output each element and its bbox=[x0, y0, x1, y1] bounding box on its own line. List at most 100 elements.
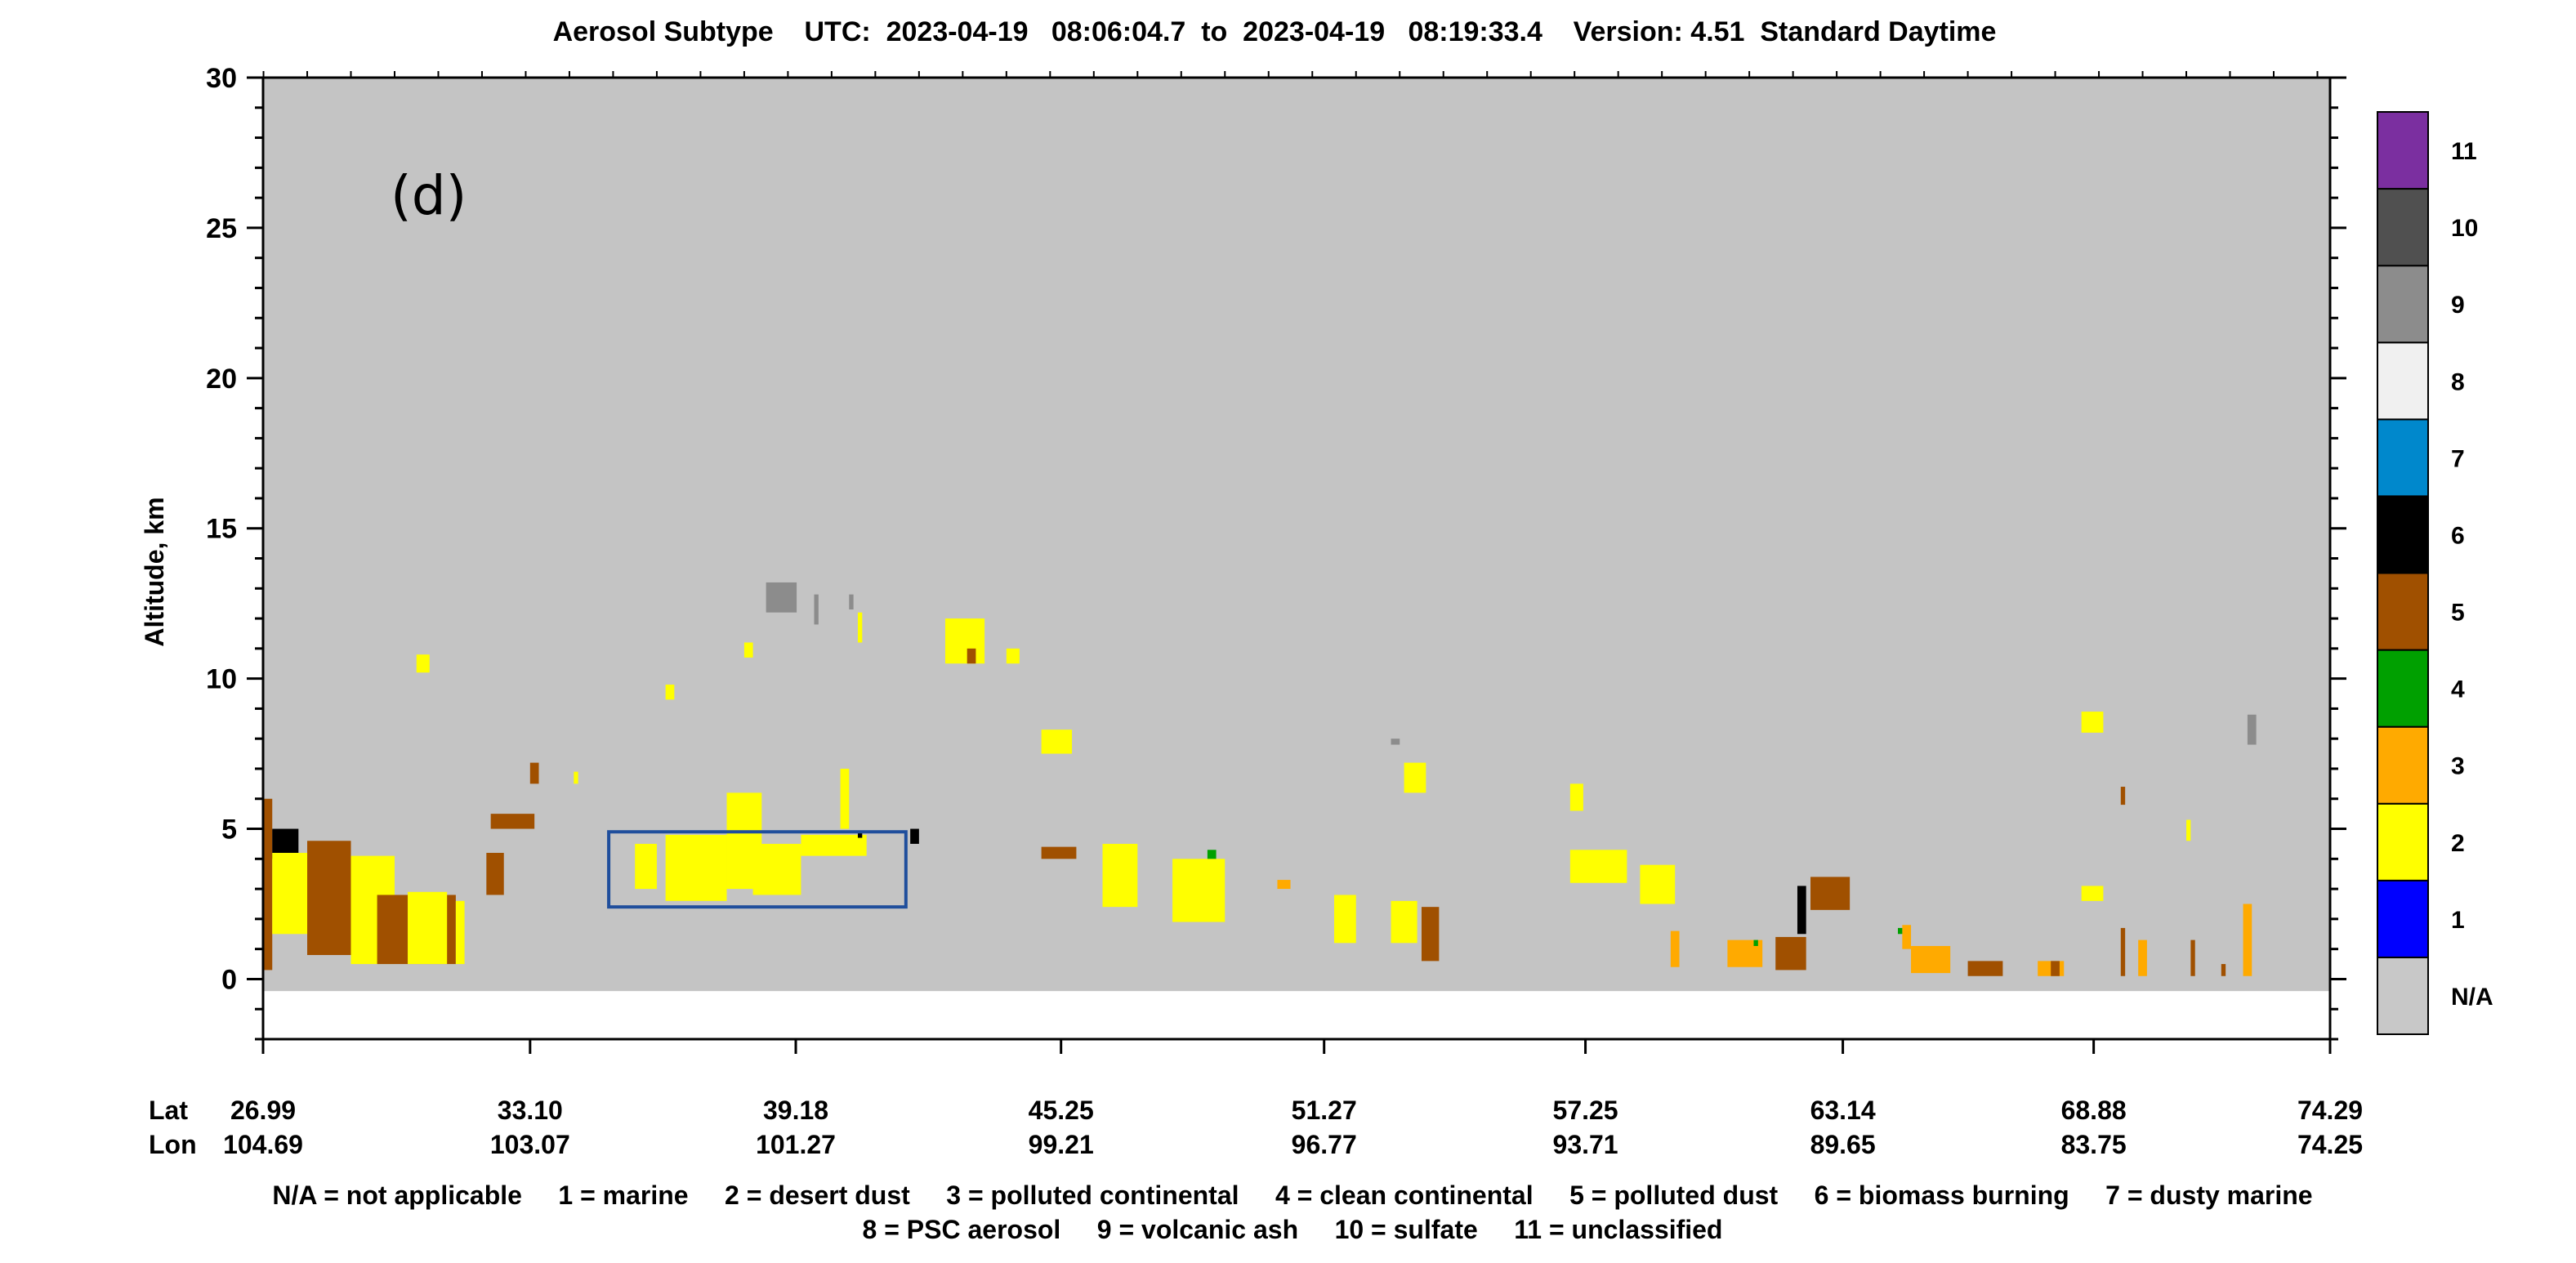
panel-label: (d) bbox=[391, 164, 467, 227]
aerosol-patch bbox=[1421, 907, 1440, 962]
colorbar-swatch bbox=[2377, 188, 2429, 267]
aerosol-patch bbox=[743, 642, 753, 658]
aerosol-patch bbox=[486, 852, 504, 895]
x-tick-label-lat: 51.27 bbox=[1292, 1096, 1357, 1125]
aerosol-patch bbox=[2186, 819, 2191, 841]
colorbar-swatch bbox=[2377, 725, 2429, 805]
aerosol-patch bbox=[2081, 712, 2104, 733]
below-ground-band bbox=[263, 991, 2330, 1039]
colorbar-swatch bbox=[2377, 649, 2429, 728]
chart-title: Aerosol Subtype UTC: 2023-04-19 08:06:04… bbox=[553, 16, 1997, 47]
aerosol-patch bbox=[665, 834, 727, 901]
aerosol-patch bbox=[635, 843, 657, 890]
colorbar-swatch bbox=[2377, 572, 2429, 651]
aerosol-patch bbox=[849, 594, 854, 610]
x-tick-label-lat: 33.10 bbox=[498, 1096, 563, 1125]
y-tick-label: 25 bbox=[206, 213, 237, 244]
y-axis-label: Altitude, km bbox=[140, 497, 169, 646]
aerosol-patch bbox=[814, 594, 819, 625]
aerosol-patch bbox=[1775, 936, 1806, 971]
colorbar-swatch bbox=[2377, 341, 2429, 421]
colorbar-label: 9 bbox=[2451, 292, 2465, 319]
aerosol-patch bbox=[1277, 880, 1291, 890]
aerosol-patch bbox=[2081, 886, 2104, 901]
aerosol-patch bbox=[1006, 648, 1020, 664]
y-tick-label: 5 bbox=[221, 814, 237, 846]
y-tick-label: 0 bbox=[221, 964, 237, 995]
aerosol-patch bbox=[840, 768, 850, 829]
aerosol-patch bbox=[263, 798, 273, 971]
y-tick-label: 15 bbox=[206, 514, 237, 545]
colorbar-label: 8 bbox=[2451, 368, 2465, 395]
x-tick-label-lon: 89.65 bbox=[1810, 1130, 1876, 1159]
aerosol-patch bbox=[1640, 864, 1676, 904]
aerosol-patch bbox=[1041, 846, 1077, 859]
aerosol-patch bbox=[1172, 859, 1225, 922]
x-tick-label-lat: 68.88 bbox=[2061, 1096, 2127, 1125]
aerosol-patch bbox=[1967, 961, 2003, 976]
aerosol-patch bbox=[2243, 904, 2252, 976]
aerosol-patch bbox=[574, 771, 578, 784]
aerosol-patch bbox=[910, 828, 919, 844]
x-tick-label-lon: 101.27 bbox=[756, 1130, 836, 1159]
aerosol-patch bbox=[857, 832, 863, 838]
y-tick-label: 20 bbox=[206, 364, 237, 395]
y-tick-label: 10 bbox=[206, 664, 237, 695]
x-tick-label-lon: 99.21 bbox=[1029, 1130, 1094, 1159]
x-axis: Lat Lon 26.99 104.69 33.10 103.07 39.18 101.27 4… bbox=[149, 71, 2363, 1159]
y-axis: 0 5 10 15 20 25 30 bbox=[206, 63, 2346, 1041]
x-tick-label-lat: 57.25 bbox=[1553, 1096, 1618, 1125]
colorbar-label: 6 bbox=[2451, 522, 2465, 549]
x-tick-label-lat: 74.29 bbox=[2297, 1096, 2363, 1125]
colorbar-label: 4 bbox=[2451, 676, 2465, 703]
aerosol-patch bbox=[307, 841, 351, 956]
x-tick-label-lon: 93.71 bbox=[1553, 1130, 1618, 1159]
aerosol-patch bbox=[1902, 925, 1912, 949]
colorbar-label: 2 bbox=[2451, 830, 2465, 857]
aerosol-patch bbox=[2247, 714, 2257, 745]
aerosol-patch bbox=[1911, 945, 1951, 974]
colorbar-swatch bbox=[2377, 879, 2429, 958]
x-tick-label-lat: 26.99 bbox=[230, 1096, 296, 1125]
aerosol-patch bbox=[752, 843, 801, 895]
colorbar-legend: N/A 1 2 3 4 5 6 7 8 9 10 11 bbox=[2377, 111, 2493, 1035]
aerosol-patch bbox=[2120, 787, 2126, 806]
aerosol-patch bbox=[455, 900, 465, 965]
colorbar-swatch bbox=[2377, 802, 2429, 881]
aerosol-patch bbox=[665, 684, 675, 700]
x-tick-label-lon: 83.75 bbox=[2061, 1130, 2127, 1159]
colorbar-label: 5 bbox=[2451, 600, 2465, 627]
y-tick-label: 30 bbox=[206, 63, 237, 94]
colorbar-label: 10 bbox=[2451, 215, 2478, 242]
x-tick-label-lat: 63.14 bbox=[1810, 1096, 1876, 1125]
colorbar-swatch bbox=[2377, 956, 2429, 1035]
aerosol-patch bbox=[1569, 850, 1627, 883]
aerosol-patch bbox=[1898, 927, 1903, 935]
aerosol-patch bbox=[1797, 886, 1806, 935]
aerosol-patch bbox=[1391, 900, 1417, 944]
colorbar-label: 1 bbox=[2451, 907, 2465, 934]
colorbar-swatch bbox=[2377, 265, 2429, 344]
x-row-label: Lat bbox=[149, 1096, 188, 1125]
aerosol-patch bbox=[1334, 895, 1356, 944]
aerosol-patch bbox=[1102, 843, 1138, 908]
x-tick-label-lat: 39.18 bbox=[763, 1096, 828, 1125]
colorbar-swatch bbox=[2377, 495, 2429, 574]
aerosol-patch bbox=[416, 654, 430, 673]
aerosol-patch bbox=[1041, 730, 1073, 754]
aerosol-patch bbox=[2221, 964, 2226, 976]
highlight-box bbox=[607, 830, 908, 909]
x-tick-label-lon: 103.07 bbox=[490, 1130, 570, 1159]
x-tick-label-lon: 96.77 bbox=[1292, 1130, 1357, 1159]
x-row-label: Lon bbox=[149, 1130, 197, 1159]
aerosol-patch bbox=[490, 814, 535, 829]
legend-footnote-line1: N/A = not applicable 1 = marine 2 = dese… bbox=[272, 1180, 2312, 1210]
aerosol-patch bbox=[1810, 877, 1851, 910]
colorbar-label: 11 bbox=[2451, 138, 2477, 165]
aerosol-patch bbox=[967, 648, 976, 664]
aerosol-patch bbox=[2138, 939, 2147, 976]
aerosol-patch bbox=[766, 582, 797, 613]
colorbar-swatch bbox=[2377, 418, 2429, 498]
aerosol-patch bbox=[801, 834, 867, 856]
